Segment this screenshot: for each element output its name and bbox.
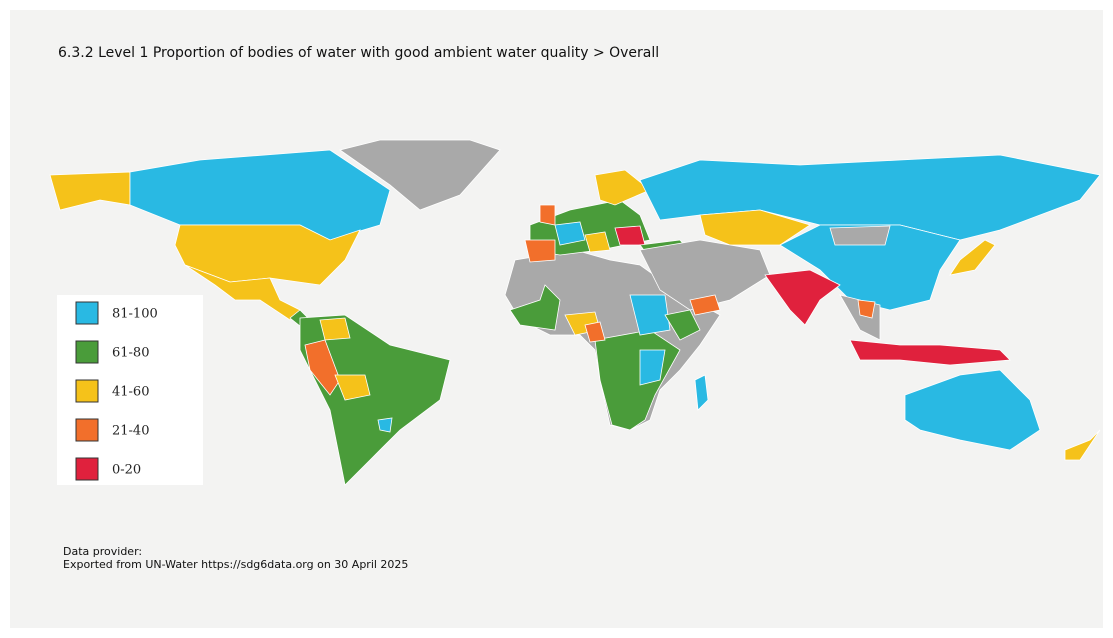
legend-swatch [75,418,99,442]
region [694,374,709,411]
legend-swatch [75,340,99,364]
title: 6.3.2 Level 1 Proportion of bodies of wa… [58,45,659,61]
region [639,349,666,386]
region [664,309,701,341]
region [524,239,556,263]
region [49,171,131,211]
region [174,224,361,286]
region [304,339,341,396]
region [949,239,996,276]
region [629,294,671,336]
region [594,169,651,206]
region [639,239,771,311]
world-map [49,139,1101,486]
region [689,294,721,316]
legend-label: 81-100 [112,307,158,322]
region [857,299,876,319]
region [764,269,841,326]
legend: 81-100 61-80 41-60 21-40 0-20 [75,301,158,481]
region [584,321,606,343]
region [554,221,586,246]
region [849,339,1011,366]
legend-swatch [75,301,99,325]
footer-export: Exported from UN-Water https://sdg6data.… [63,558,408,571]
region [334,374,371,401]
region [509,284,561,331]
legend-label: 61-80 [112,346,149,361]
region [904,369,1041,451]
region [614,225,646,246]
legend-label: 0-20 [112,463,141,478]
region [829,225,891,246]
region [1064,429,1101,461]
region [319,317,351,341]
legend-swatch [75,379,99,403]
legend-label: 41-60 [112,385,149,400]
region [539,204,556,226]
legend-swatch [75,457,99,481]
region [584,231,611,253]
legend-label: 21-40 [112,424,149,439]
footer-provider: Data provider: [63,545,142,558]
region [377,417,393,433]
region [339,139,501,211]
